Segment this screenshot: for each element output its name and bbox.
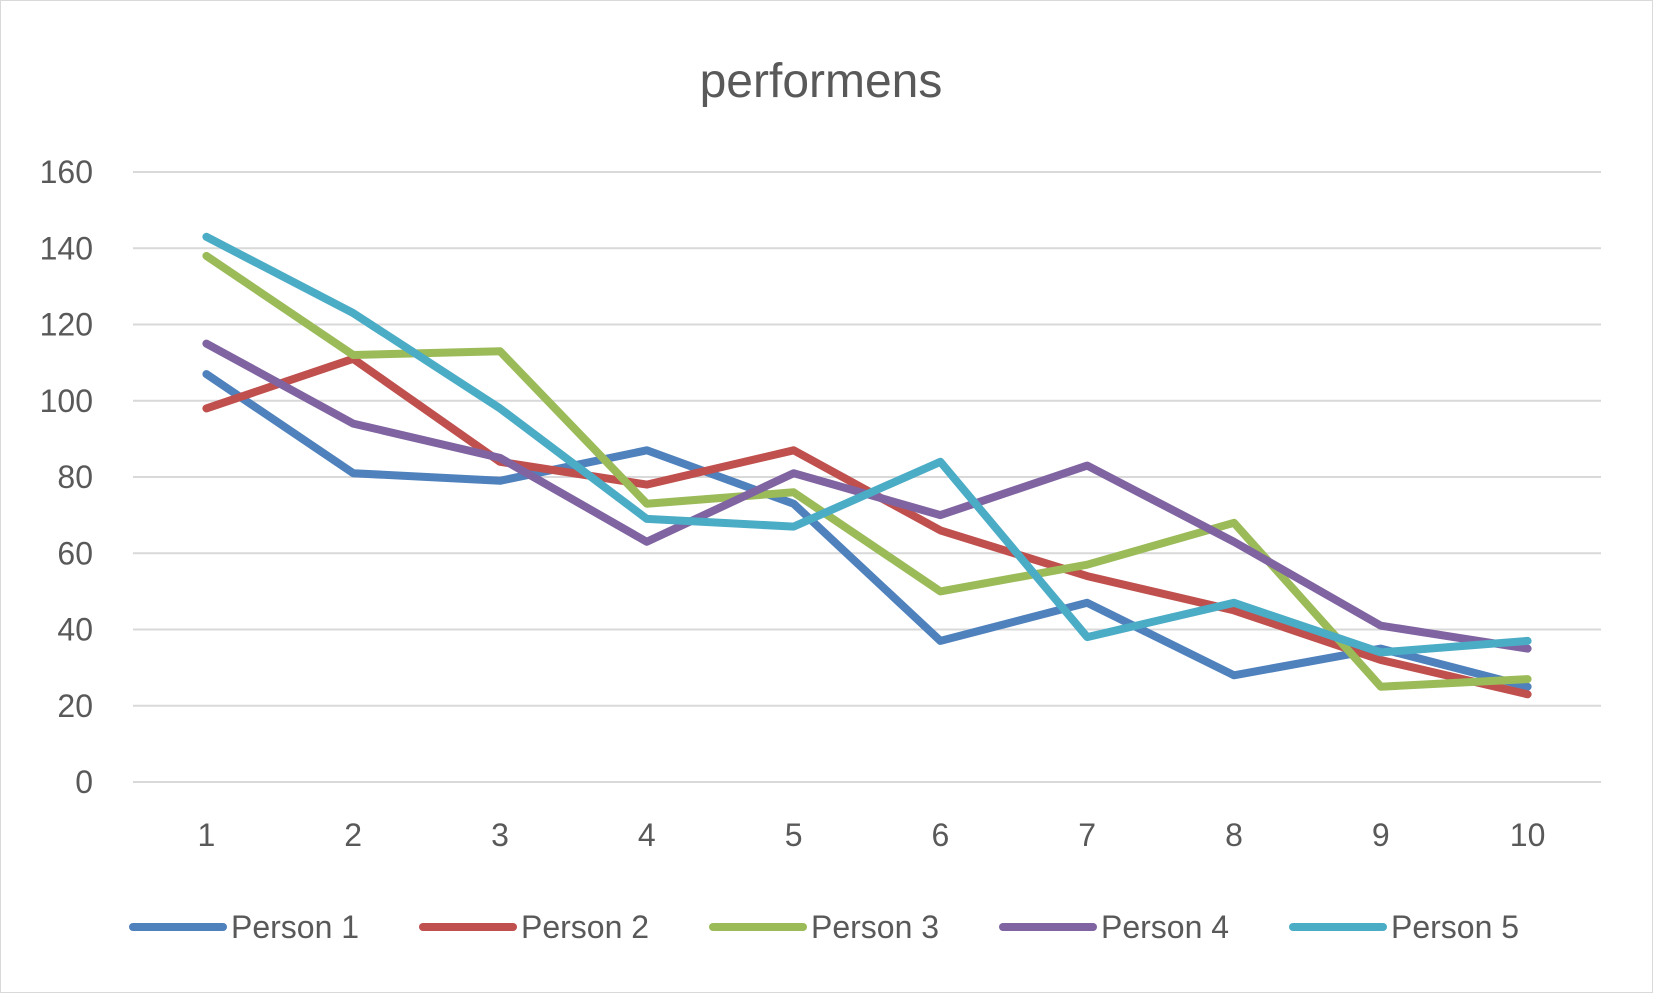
legend: Person 1 Person 2 Person 3 Person 4 Person 5 [129,909,1519,945]
y-tick-label: 80 [57,459,93,495]
y-tick-label: 0 [75,764,93,800]
x-tick-label: 10 [1510,817,1546,853]
series-line-person-2 [202,354,1532,699]
x-tick-label: 8 [1225,817,1243,853]
legend-label-person-5: Person 5 [1391,909,1519,945]
y-tick-label: 120 [40,307,93,343]
chart-title: performens [700,55,943,108]
legend-label-person-3: Person 3 [811,909,939,945]
x-tick-label: 6 [932,817,950,853]
y-tick-label: 20 [57,688,93,724]
y-tick-label: 40 [57,612,93,648]
y-tick-label: 60 [57,535,93,571]
series-lines [202,232,1532,699]
y-tick-label: 160 [40,154,93,190]
legend-label-person-2: Person 2 [521,909,649,945]
y-axis-tick-labels: 0 20 40 60 80 100 120 140 160 [40,154,93,800]
x-tick-label: 1 [198,817,216,853]
series-line-person-1 [202,370,1532,691]
series-line-person-3 [202,251,1532,691]
x-tick-label: 9 [1372,817,1390,853]
x-tick-label: 2 [344,817,362,853]
x-tick-label: 5 [785,817,803,853]
legend-label-person-4: Person 4 [1101,909,1229,945]
legend-label-person-1: Person 1 [231,909,359,945]
x-tick-label: 7 [1078,817,1096,853]
x-tick-label: 3 [491,817,509,853]
y-tick-label: 140 [40,230,93,266]
x-axis-tick-labels: 1 2 3 4 5 6 7 8 9 10 [198,817,1546,853]
series-line-person-5 [202,232,1532,657]
y-tick-label: 100 [40,383,93,419]
x-tick-label: 4 [638,817,656,853]
